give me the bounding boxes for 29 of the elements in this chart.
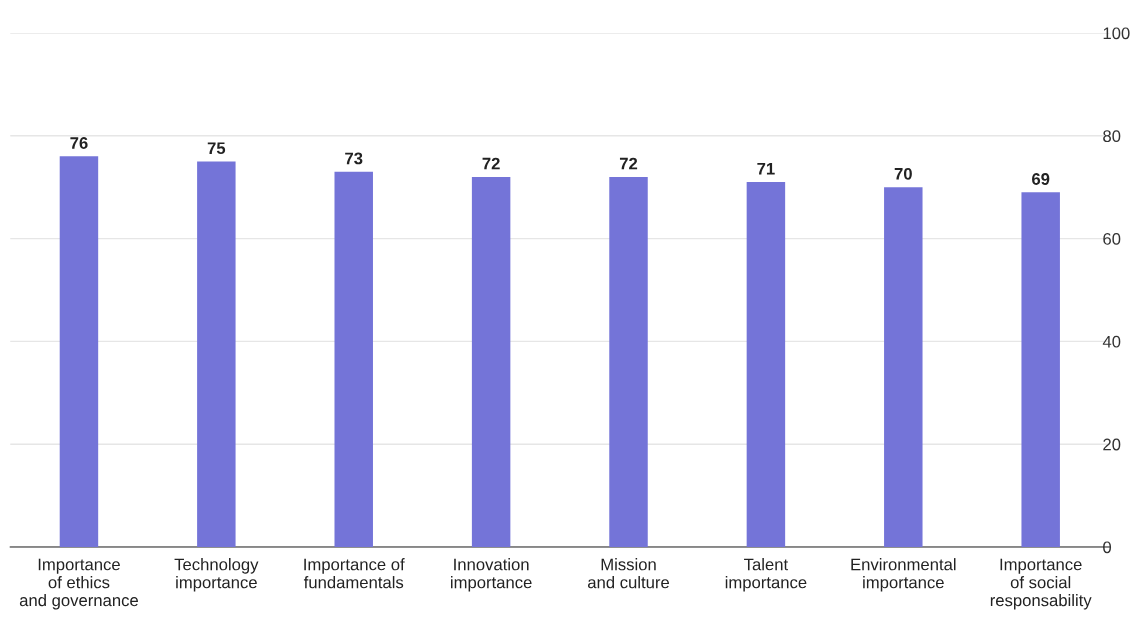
x-tick-label: Innovation importance: [451, 558, 532, 592]
y-tick-label: 100: [1103, 27, 1130, 40]
y-tick-label: 20: [1103, 438, 1121, 451]
data-label: 73: [345, 152, 363, 165]
y-tick-label: 40: [1102, 335, 1121, 348]
bar: [197, 161, 236, 547]
bar: [884, 187, 923, 547]
bar: [334, 171, 373, 547]
x-tick-label: Importance of social responsability: [990, 558, 1092, 610]
data-label: 72: [482, 157, 500, 170]
x-tick-label: Importance of ethics and governance: [19, 558, 138, 610]
data-label: 69: [1032, 173, 1050, 185]
bar: [1021, 192, 1060, 547]
data-label: 70: [894, 167, 912, 180]
x-tick-label: Importance of fundamentals: [303, 558, 405, 589]
y-tick-label: 80: [1103, 130, 1121, 143]
x-tick-label: Mission and culture: [587, 558, 670, 589]
data-label: 76: [70, 137, 88, 149]
data-label: 71: [757, 162, 775, 175]
data-label: 75: [207, 142, 226, 155]
x-tick-label: Talent importance: [725, 558, 807, 592]
bar: [59, 156, 99, 547]
data-label: 72: [619, 157, 638, 170]
x-tick-label: Environmental importance: [851, 558, 956, 592]
y-tick-label: 60: [1103, 233, 1121, 245]
bar: [746, 182, 786, 547]
x-tick-label: Technology importance: [174, 558, 259, 592]
bar: [609, 176, 648, 547]
bar: [471, 176, 511, 547]
